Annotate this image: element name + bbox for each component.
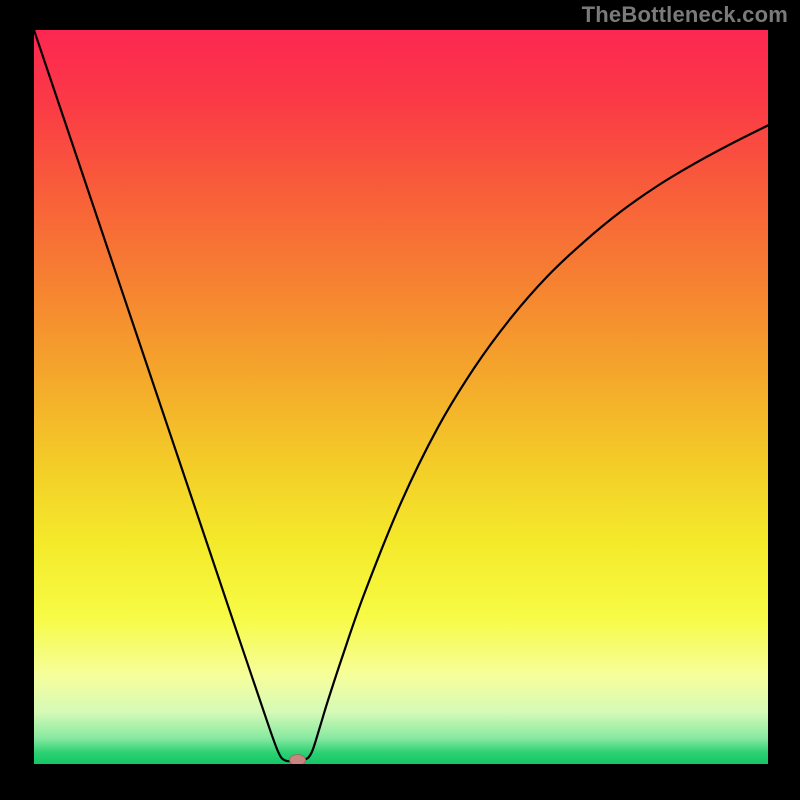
chart-container: { "watermark": "TheBottleneck.com", "cha… <box>0 0 800 800</box>
plot-background-gradient <box>34 30 768 764</box>
minimum-marker <box>290 754 306 765</box>
bottleneck-chart <box>0 0 800 800</box>
